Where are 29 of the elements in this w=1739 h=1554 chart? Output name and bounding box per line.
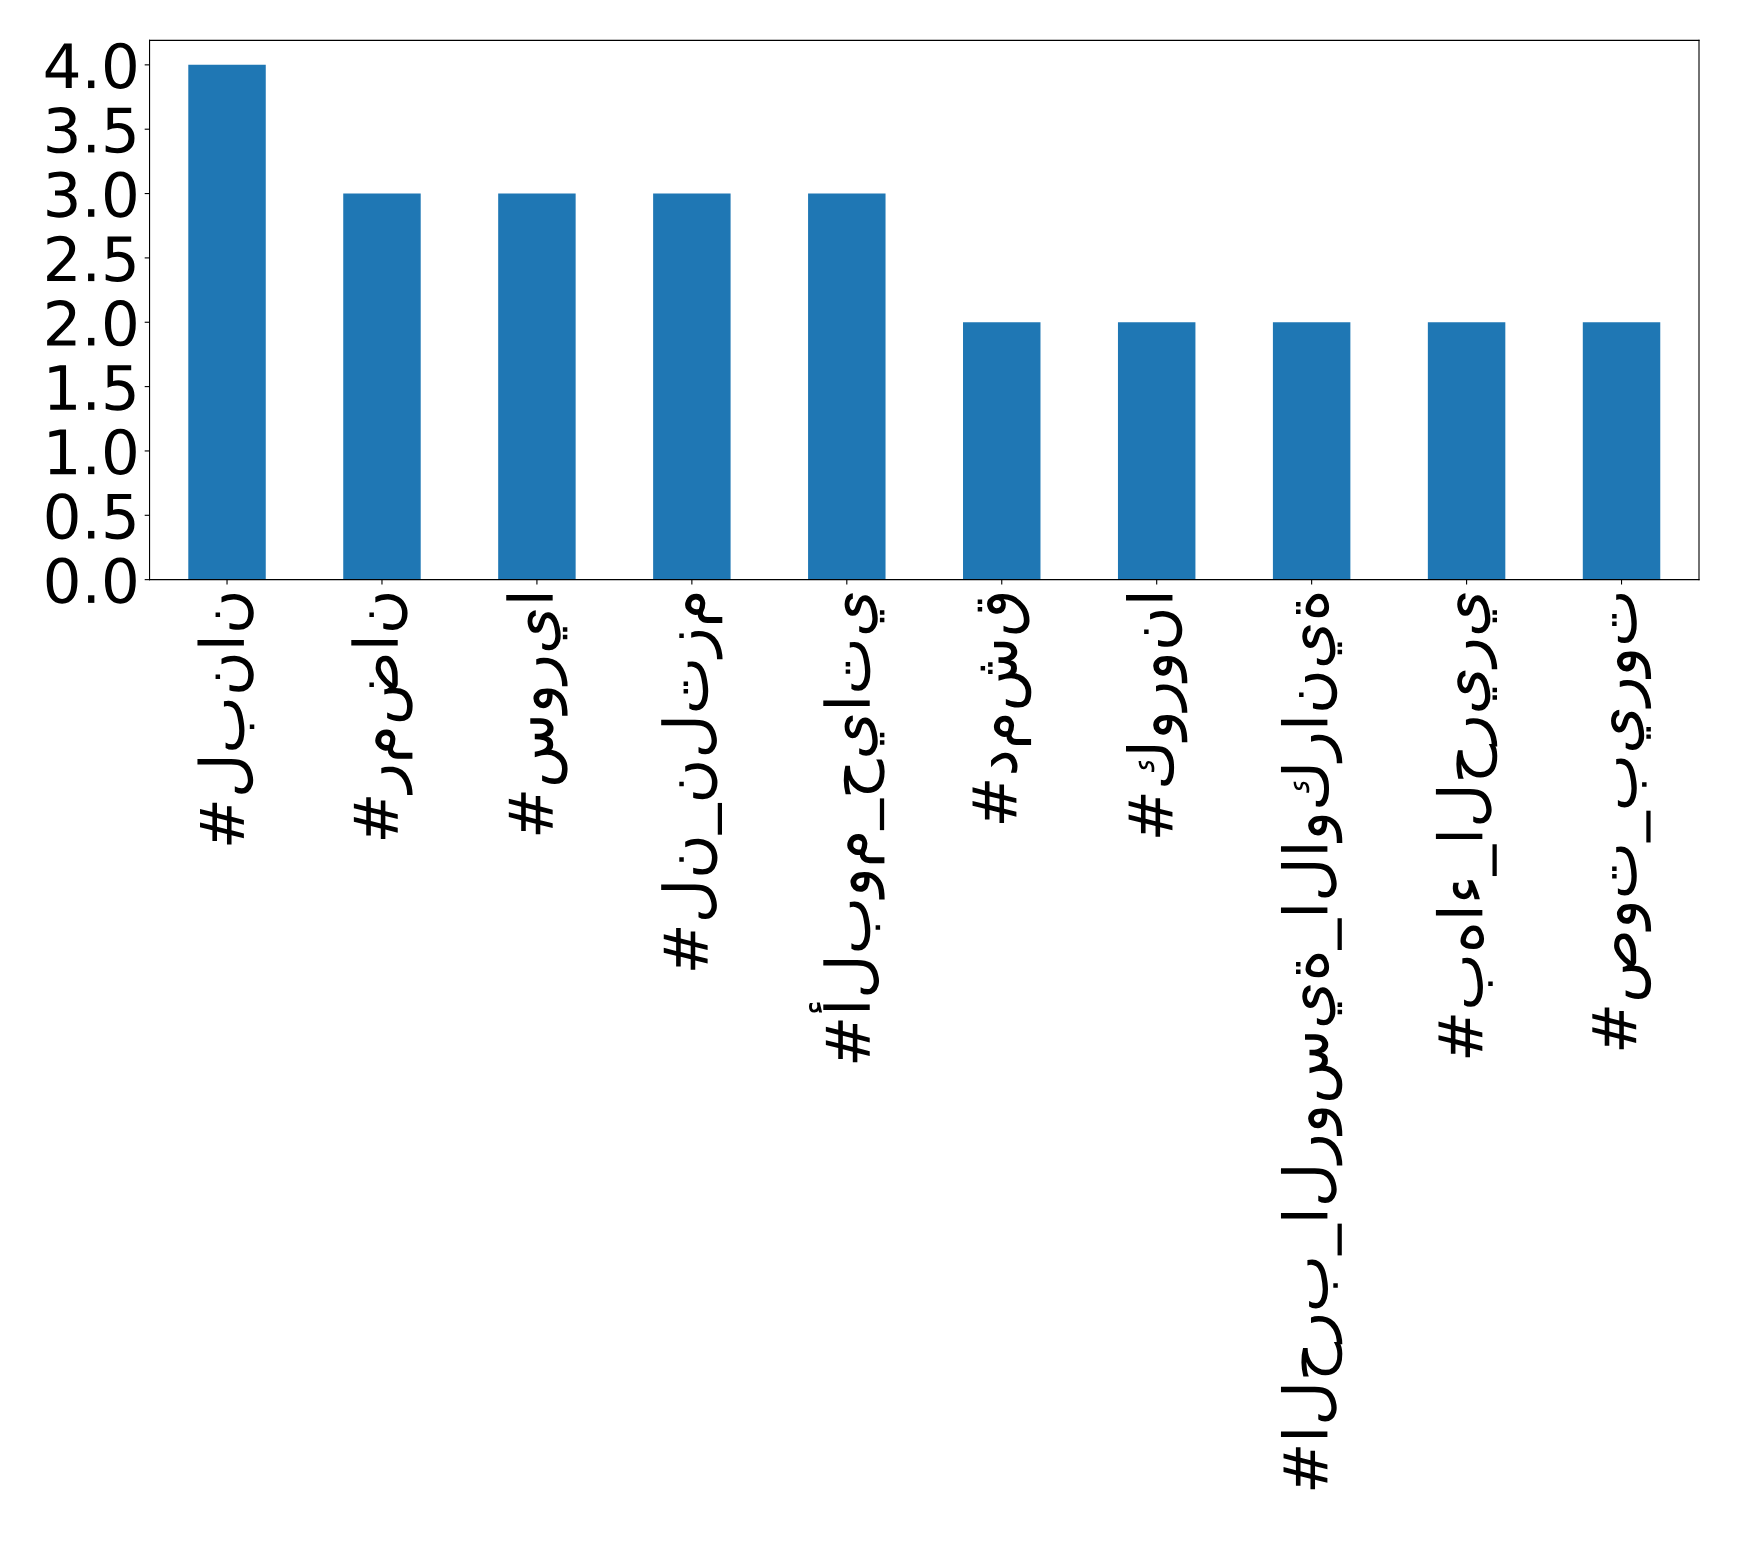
bar bbox=[963, 322, 1041, 580]
x-tick-label: #رمضان bbox=[351, 593, 413, 839]
bar bbox=[1272, 322, 1351, 580]
bar bbox=[653, 193, 731, 580]
y-tick-label: 0.5 bbox=[46, 493, 135, 540]
y-tick-label: 2.0 bbox=[47, 300, 136, 347]
bar bbox=[1117, 322, 1196, 580]
x-tick-label: #كورونا bbox=[1126, 595, 1188, 837]
y-tick-label: 4.0 bbox=[45, 42, 136, 89]
x-tick-label: #دمشق bbox=[972, 593, 1032, 823]
x-tick-label: #صوت_بيروت bbox=[1592, 594, 1652, 1050]
y-tick-label: 1.5 bbox=[49, 365, 135, 411]
x-tick-label: #سوريا bbox=[506, 595, 568, 835]
y-tick-label: 3.0 bbox=[47, 171, 136, 218]
y-tick-label: 2.5 bbox=[47, 235, 135, 282]
bar bbox=[1582, 322, 1661, 580]
x-tick-label: #لن_نلتزم bbox=[661, 593, 723, 970]
bar bbox=[343, 193, 421, 580]
y-tick-label: 3.5 bbox=[47, 107, 135, 154]
x-tick-label: #الحرب_الروسية_الاوكرانية bbox=[1280, 593, 1343, 1490]
x-tick-label: #ألبوم_حياتي bbox=[808, 593, 885, 1063]
y-tick-label: 1.0 bbox=[49, 428, 136, 476]
x-tick-label: #لبنان bbox=[197, 593, 255, 845]
bar bbox=[1427, 322, 1506, 580]
y-tick-label: 0.0 bbox=[46, 557, 136, 604]
x-tick-label: #بهاء_الحريري bbox=[1435, 593, 1498, 1058]
bar bbox=[808, 193, 886, 580]
bar bbox=[188, 64, 266, 580]
bar bbox=[498, 193, 576, 580]
